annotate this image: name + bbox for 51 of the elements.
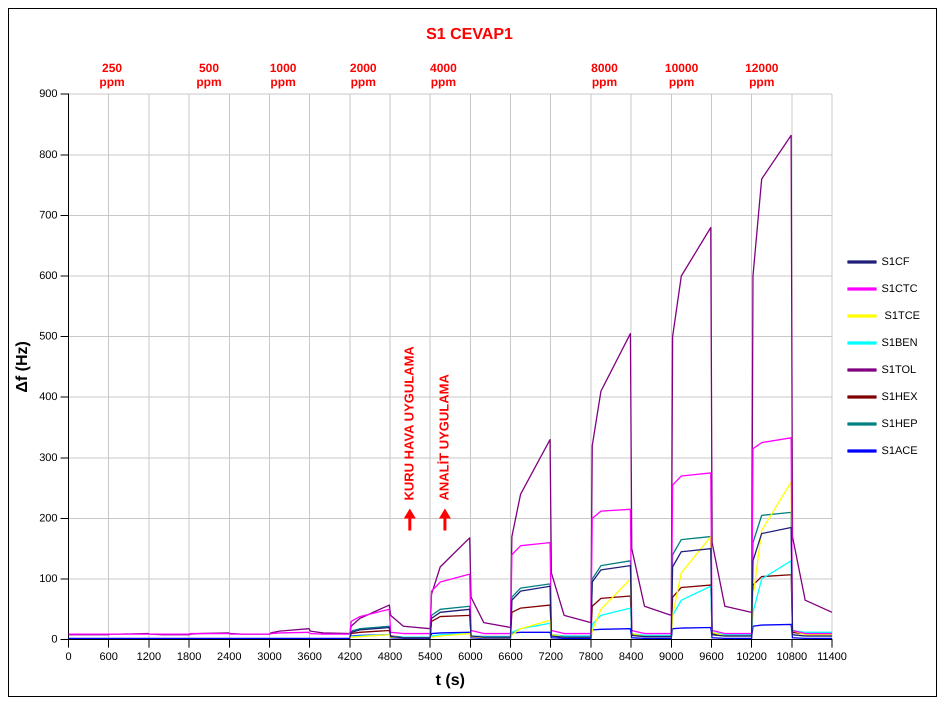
x-tick-label: 8400 (618, 651, 644, 664)
y-tick-label: 400 (39, 391, 58, 404)
legend-label: S1BEN (881, 337, 918, 350)
x-tick-label: 3600 (297, 651, 322, 664)
y-tick-label: 800 (39, 148, 58, 161)
text: 10000 ppm (664, 61, 699, 90)
y-tick-label: 0 (51, 634, 58, 646)
text: 500 ppm (196, 61, 222, 90)
y-tick-label: 100 (39, 573, 58, 586)
x-tick-label: 5400 (418, 651, 442, 664)
x-tick-label: 11400 (817, 651, 847, 664)
x-tick-label: 7200 (538, 651, 563, 664)
x-tick-label: 9600 (699, 651, 724, 664)
y-axis-title: Δf (Hz) (14, 341, 32, 393)
x-tick-label: 0 (65, 651, 72, 664)
x-tick-label: 1200 (136, 651, 162, 664)
x-axis-title: t (s) (436, 672, 465, 689)
x-tick-label: 9000 (659, 651, 684, 664)
x-tick-label: 6600 (498, 651, 523, 664)
text: 1000 ppm (270, 61, 297, 90)
text: 8000 ppm (591, 61, 618, 90)
y-tick-label: 900 (39, 88, 58, 100)
x-tick-label: 2400 (217, 651, 242, 664)
x-tick-label: 6000 (458, 651, 483, 664)
x-tick-label: 4200 (338, 651, 362, 664)
text: 4000 ppm (430, 61, 458, 90)
y-tick-label: 600 (39, 270, 58, 282)
legend-label: S1HEX (881, 391, 918, 404)
annotation: ANALİT UYGULAMA (436, 374, 452, 501)
x-tick-label: 7800 (578, 651, 604, 664)
chart-title: S1 CEVAP1 (426, 26, 514, 44)
x-tick-label: 600 (100, 651, 118, 664)
text: 12000 ppm (745, 61, 779, 90)
x-tick-label: 1800 (176, 651, 202, 664)
y-tick-label: 700 (39, 209, 58, 222)
text: 2000 ppm (350, 61, 377, 90)
x-tick-label: 10200 (736, 651, 767, 664)
text: 250 ppm (99, 61, 125, 90)
legend-label: S1CTC (881, 283, 918, 296)
y-tick-label: 200 (39, 512, 58, 524)
legend-label: S1TOL (881, 364, 916, 376)
x-tick-label: 3000 (257, 651, 282, 664)
y-tick-label: 500 (39, 330, 58, 343)
y-tick-label: 300 (39, 452, 58, 464)
legend-label: S1CF (881, 256, 910, 268)
x-tick-label: 4800 (378, 651, 402, 664)
legend-label: S1HEP (881, 418, 918, 430)
legend-label: S1ACE (881, 445, 918, 458)
legend-label: S1TCE (881, 310, 920, 322)
x-tick-label: 10800 (776, 651, 808, 664)
annotation: KURU HAVA UYGULAMA (401, 346, 416, 501)
